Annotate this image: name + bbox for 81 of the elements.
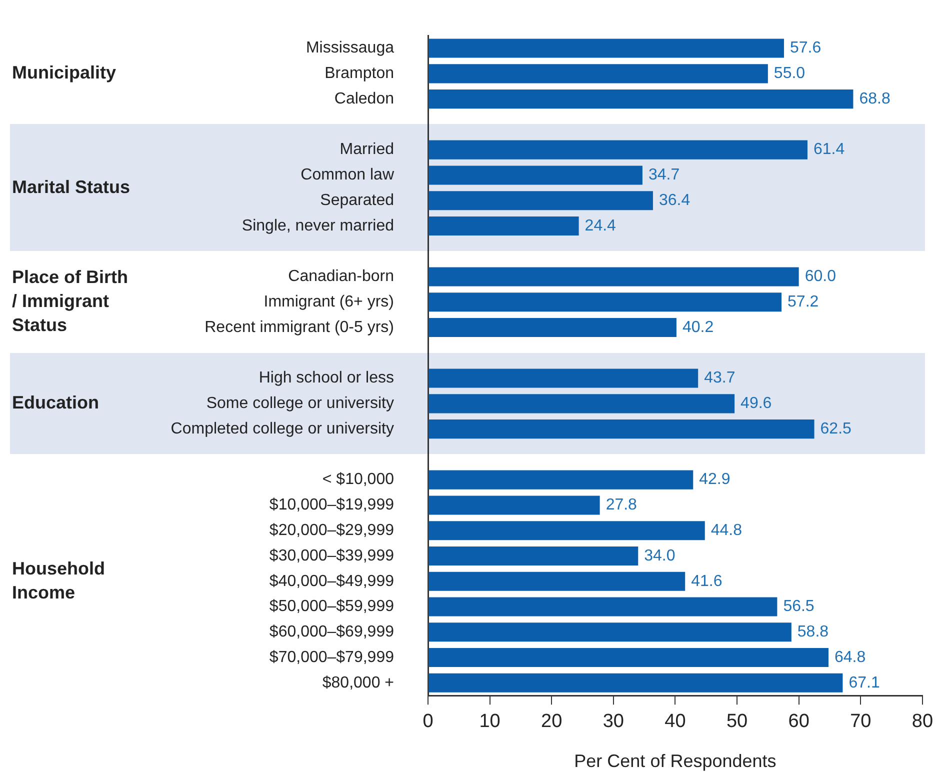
data-label: 60.0 <box>804 268 836 286</box>
y-tick-label: Completed college or university <box>170 420 394 438</box>
data-label: 58.8 <box>797 624 829 641</box>
bar <box>428 318 676 338</box>
bar <box>428 546 638 566</box>
bar <box>428 292 782 312</box>
data-label: 62.5 <box>820 420 852 438</box>
text: Household Income <box>12 558 105 602</box>
data-label: 34.7 <box>648 166 680 184</box>
y-tick-label: Canadian-born <box>288 268 394 286</box>
bar <box>428 191 653 210</box>
text: Education <box>12 392 100 413</box>
y-tick-label: Separated <box>320 192 394 210</box>
bar <box>428 648 828 668</box>
x-tick-label: 40 <box>664 711 686 732</box>
y-tick-label: Single, never married <box>242 217 394 234</box>
y-tick-label: $10,000–$19,999 <box>269 496 394 514</box>
data-label: 56.5 <box>783 598 814 616</box>
y-tick-label: < $10,000 <box>322 471 394 488</box>
bar <box>428 166 642 185</box>
y-tick-label: $40,000–$49,999 <box>269 572 394 590</box>
y-tick-label: Married <box>340 141 394 158</box>
bar <box>428 90 854 109</box>
x-tick-label: 30 <box>602 711 624 732</box>
y-tick-label: Caledon <box>334 90 394 108</box>
y-tick-label: $60,000–$69,999 <box>269 624 394 641</box>
data-label: 44.8 <box>710 522 742 540</box>
bar <box>428 368 698 388</box>
data-label: 55.0 <box>774 65 806 82</box>
y-tick-label: Brampton <box>324 65 394 82</box>
y-tick-label: High school or less <box>258 370 394 387</box>
x-tick-label: 80 <box>912 711 934 732</box>
y-tick-label: Some college or university <box>206 395 394 412</box>
bar <box>428 622 792 642</box>
data-label: 67.1 <box>848 674 880 692</box>
data-label: 36.4 <box>658 192 690 210</box>
bar <box>428 673 843 692</box>
x-tick-label: 0 <box>422 711 434 732</box>
text: Municipality <box>12 62 116 83</box>
bar <box>428 267 799 286</box>
data-label: 57.6 <box>790 40 822 57</box>
y-tick-label: $80,000 + <box>322 674 394 692</box>
y-tick-label: $30,000–$39,999 <box>269 547 394 564</box>
data-label: 41.6 <box>691 572 722 590</box>
text: Marital Status <box>12 176 130 197</box>
y-tick-label: Mississauga <box>306 40 394 57</box>
data-label: 57.2 <box>788 294 819 311</box>
data-label: 64.8 <box>834 648 866 666</box>
bar <box>428 64 768 84</box>
data-label: 27.8 <box>606 496 638 514</box>
data-label: 68.8 <box>859 90 890 108</box>
x-tick-label: 10 <box>479 711 500 732</box>
data-label: 42.9 <box>699 471 730 488</box>
y-tick-label: Common law <box>300 166 394 184</box>
y-tick-label: $50,000–$59,999 <box>269 598 394 616</box>
bar <box>428 216 579 236</box>
bar <box>428 394 735 414</box>
data-label: 49.6 <box>740 395 772 412</box>
data-label: 40.2 <box>682 318 714 336</box>
bar <box>428 140 808 160</box>
y-tick-label: $20,000–$29,999 <box>269 522 394 540</box>
bar <box>428 420 814 439</box>
data-label: 61.4 <box>813 141 845 158</box>
x-tick-label: 50 <box>726 711 748 732</box>
y-tick-label: $70,000–$79,999 <box>269 648 394 666</box>
y-tick-label: Recent immigrant (0-5 yrs) <box>204 318 394 336</box>
data-label: 24.4 <box>584 217 616 234</box>
data-label: 43.7 <box>704 370 736 387</box>
x-axis-title: Per Cent of Respondents <box>574 751 776 772</box>
y-tick-label: Immigrant (6+ yrs) <box>264 294 394 311</box>
x-tick-label: 70 <box>850 711 872 732</box>
x-tick-label: 60 <box>788 711 810 732</box>
bar <box>428 38 784 58</box>
bar <box>428 597 778 616</box>
bar <box>428 496 600 515</box>
bar <box>428 470 694 490</box>
text: Place of Birth / Immigrant Status <box>12 267 128 336</box>
bar <box>428 521 705 540</box>
x-tick-label: 20 <box>541 711 562 732</box>
bar <box>428 572 686 591</box>
data-label: 34.0 <box>644 547 676 564</box>
